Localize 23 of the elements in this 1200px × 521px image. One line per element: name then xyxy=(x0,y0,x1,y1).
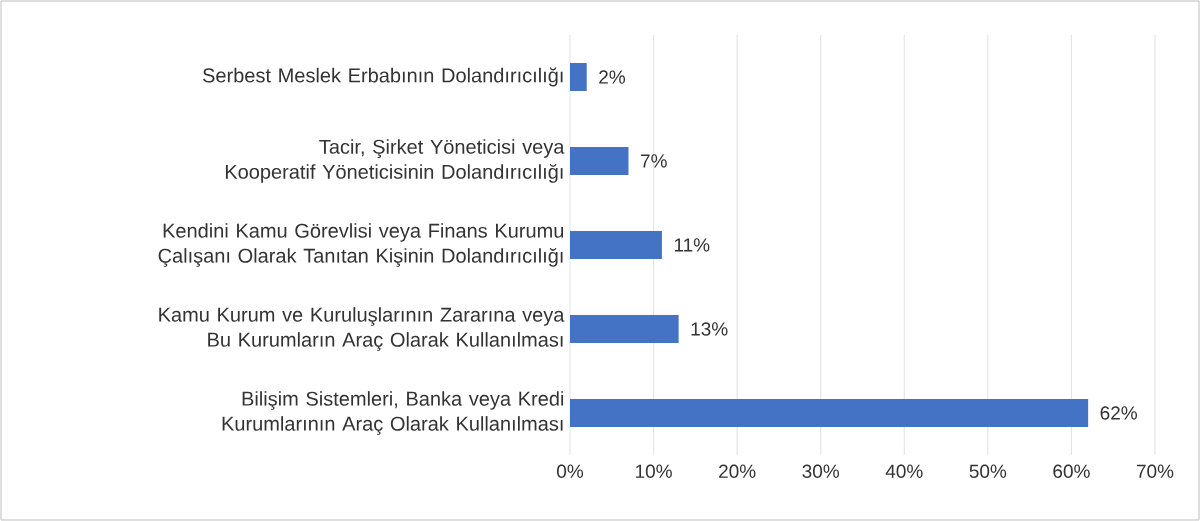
x-tick-label: 60% xyxy=(1053,464,1090,478)
x-tick-label: 30% xyxy=(802,464,840,478)
y-tick-label: Serbest Meslek Erbabının Dolandırıcılığı xyxy=(202,67,563,87)
data-label: 11% xyxy=(674,238,710,252)
data-label: 13% xyxy=(691,322,728,336)
x-tick-label: 50% xyxy=(969,464,1007,478)
x-tick-label: 70% xyxy=(1136,464,1174,478)
y-tick-label: Kamu Kurum ve Kuruluşlarının Zararına veya Bu Kurumların Araç Olarak Kullanılması xyxy=(159,307,565,351)
y-tick-label: Bilişim Sistemleri, Banka veya Kredi Kurumlarının Araç Olarak Kullanılması xyxy=(222,391,564,435)
data-label: 62% xyxy=(1100,406,1138,420)
bar xyxy=(570,230,662,259)
data-label: 7% xyxy=(641,154,667,168)
bar xyxy=(570,147,629,175)
y-tick-label: Tacir, Şirket Yöneticisi veya Kooperatif Yöneticisinin Dolandırıcılığı xyxy=(225,139,565,183)
y-tick-label: Kendini Kamu Görevlisi veya Finans Kurumu Çalışanı Olarak Tanıtan Kişinin Dolandırıcılığı xyxy=(158,223,564,267)
x-tick-label: 20% xyxy=(719,464,756,478)
x-tick-label: 0% xyxy=(557,464,584,478)
x-tick-label: 10% xyxy=(636,464,672,478)
data-label: 2% xyxy=(599,70,626,84)
bar xyxy=(570,398,1089,427)
bar xyxy=(570,63,587,91)
bar xyxy=(570,314,679,343)
x-tick-label: 40% xyxy=(885,464,923,478)
